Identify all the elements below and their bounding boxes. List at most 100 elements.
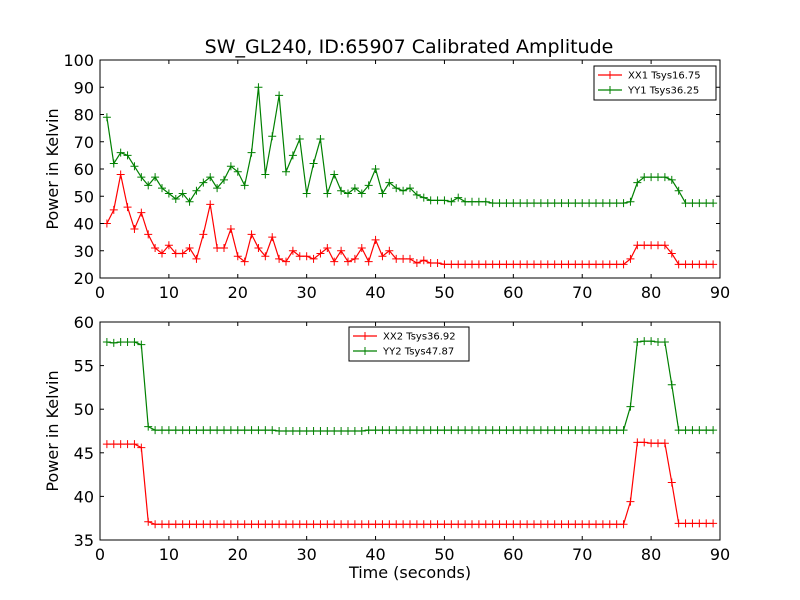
data-point [185,244,194,253]
data-point [220,175,228,184]
data-point [371,426,380,435]
data-point [426,196,435,205]
x-tick-label: 20 [228,283,248,302]
data-point [130,162,139,171]
data-point [578,260,587,269]
data-point [261,426,270,435]
data-point [268,132,277,141]
y-tick-label: 70 [74,133,94,152]
data-point [598,260,607,269]
data-point [516,199,525,208]
data-point [144,517,153,526]
data-point [530,426,538,435]
data-point [171,249,180,258]
data-point [433,426,442,435]
data-point [474,520,483,529]
data-point [309,520,318,529]
data-point [240,520,249,529]
data-point [330,427,339,435]
data-point [385,178,394,187]
data-point [426,520,435,529]
data-point [392,426,401,435]
data-point [185,426,194,435]
data-point [220,244,228,253]
data-point [213,426,222,435]
data-point [509,199,518,208]
data-point [171,520,180,529]
data-point [585,260,594,269]
data-point [557,520,566,529]
data-point [412,190,421,199]
data-point [702,426,711,435]
data-point [123,338,132,347]
data-point [109,440,118,449]
data-point [220,520,228,529]
data-point [261,170,270,179]
data-point [633,438,642,447]
data-point [612,260,621,269]
data-point [440,520,449,529]
data-point [337,246,346,255]
data-point [592,199,600,208]
data-point [516,260,525,269]
data-point [454,520,463,529]
data-point [350,427,359,435]
data-point [226,162,235,171]
data-point [440,196,449,205]
data-point [282,427,290,435]
data-point [247,426,256,435]
data-point [309,427,318,435]
data-point [433,259,442,268]
data-point [392,520,401,529]
data-point [151,520,160,529]
series-markers-1 [102,170,718,269]
data-point [474,197,483,206]
data-point [268,426,277,435]
data-point [130,440,139,449]
x-tick-label: 60 [503,283,523,302]
data-point [454,426,463,435]
data-point [206,173,215,182]
data-point [502,426,511,435]
data-point [371,520,380,529]
data-point [399,186,408,195]
data-point [557,260,566,269]
data-point [357,244,366,253]
data-point [585,199,594,208]
x-tick-label: 20 [228,545,248,564]
data-point [226,520,235,529]
data-point [495,426,504,435]
data-point [275,254,284,263]
data-point [419,256,428,265]
data-point [536,520,545,529]
data-point [137,208,146,217]
data-point [295,135,304,144]
data-point [626,197,635,206]
data-point [468,426,476,435]
data-point [158,426,166,435]
data-point [357,189,366,198]
data-point [488,260,497,269]
data-point [350,254,359,263]
data-point [385,520,394,529]
data-point [709,519,718,528]
x-tick-label: 30 [296,283,316,302]
data-point [288,427,297,435]
series-line-1 [106,441,714,525]
data-point [295,427,304,435]
data-point [185,520,194,529]
data-point [233,426,242,435]
data-point [419,193,428,202]
data-point [192,254,201,263]
data-point [357,427,366,435]
data-point [605,426,614,435]
data-point [109,338,118,347]
data-point [192,426,201,435]
data-point [530,260,538,269]
data-point [164,189,173,198]
data-point [681,199,690,208]
data-point [461,260,470,269]
data-point [654,338,662,347]
data-point [323,427,332,435]
data-point [178,249,187,258]
